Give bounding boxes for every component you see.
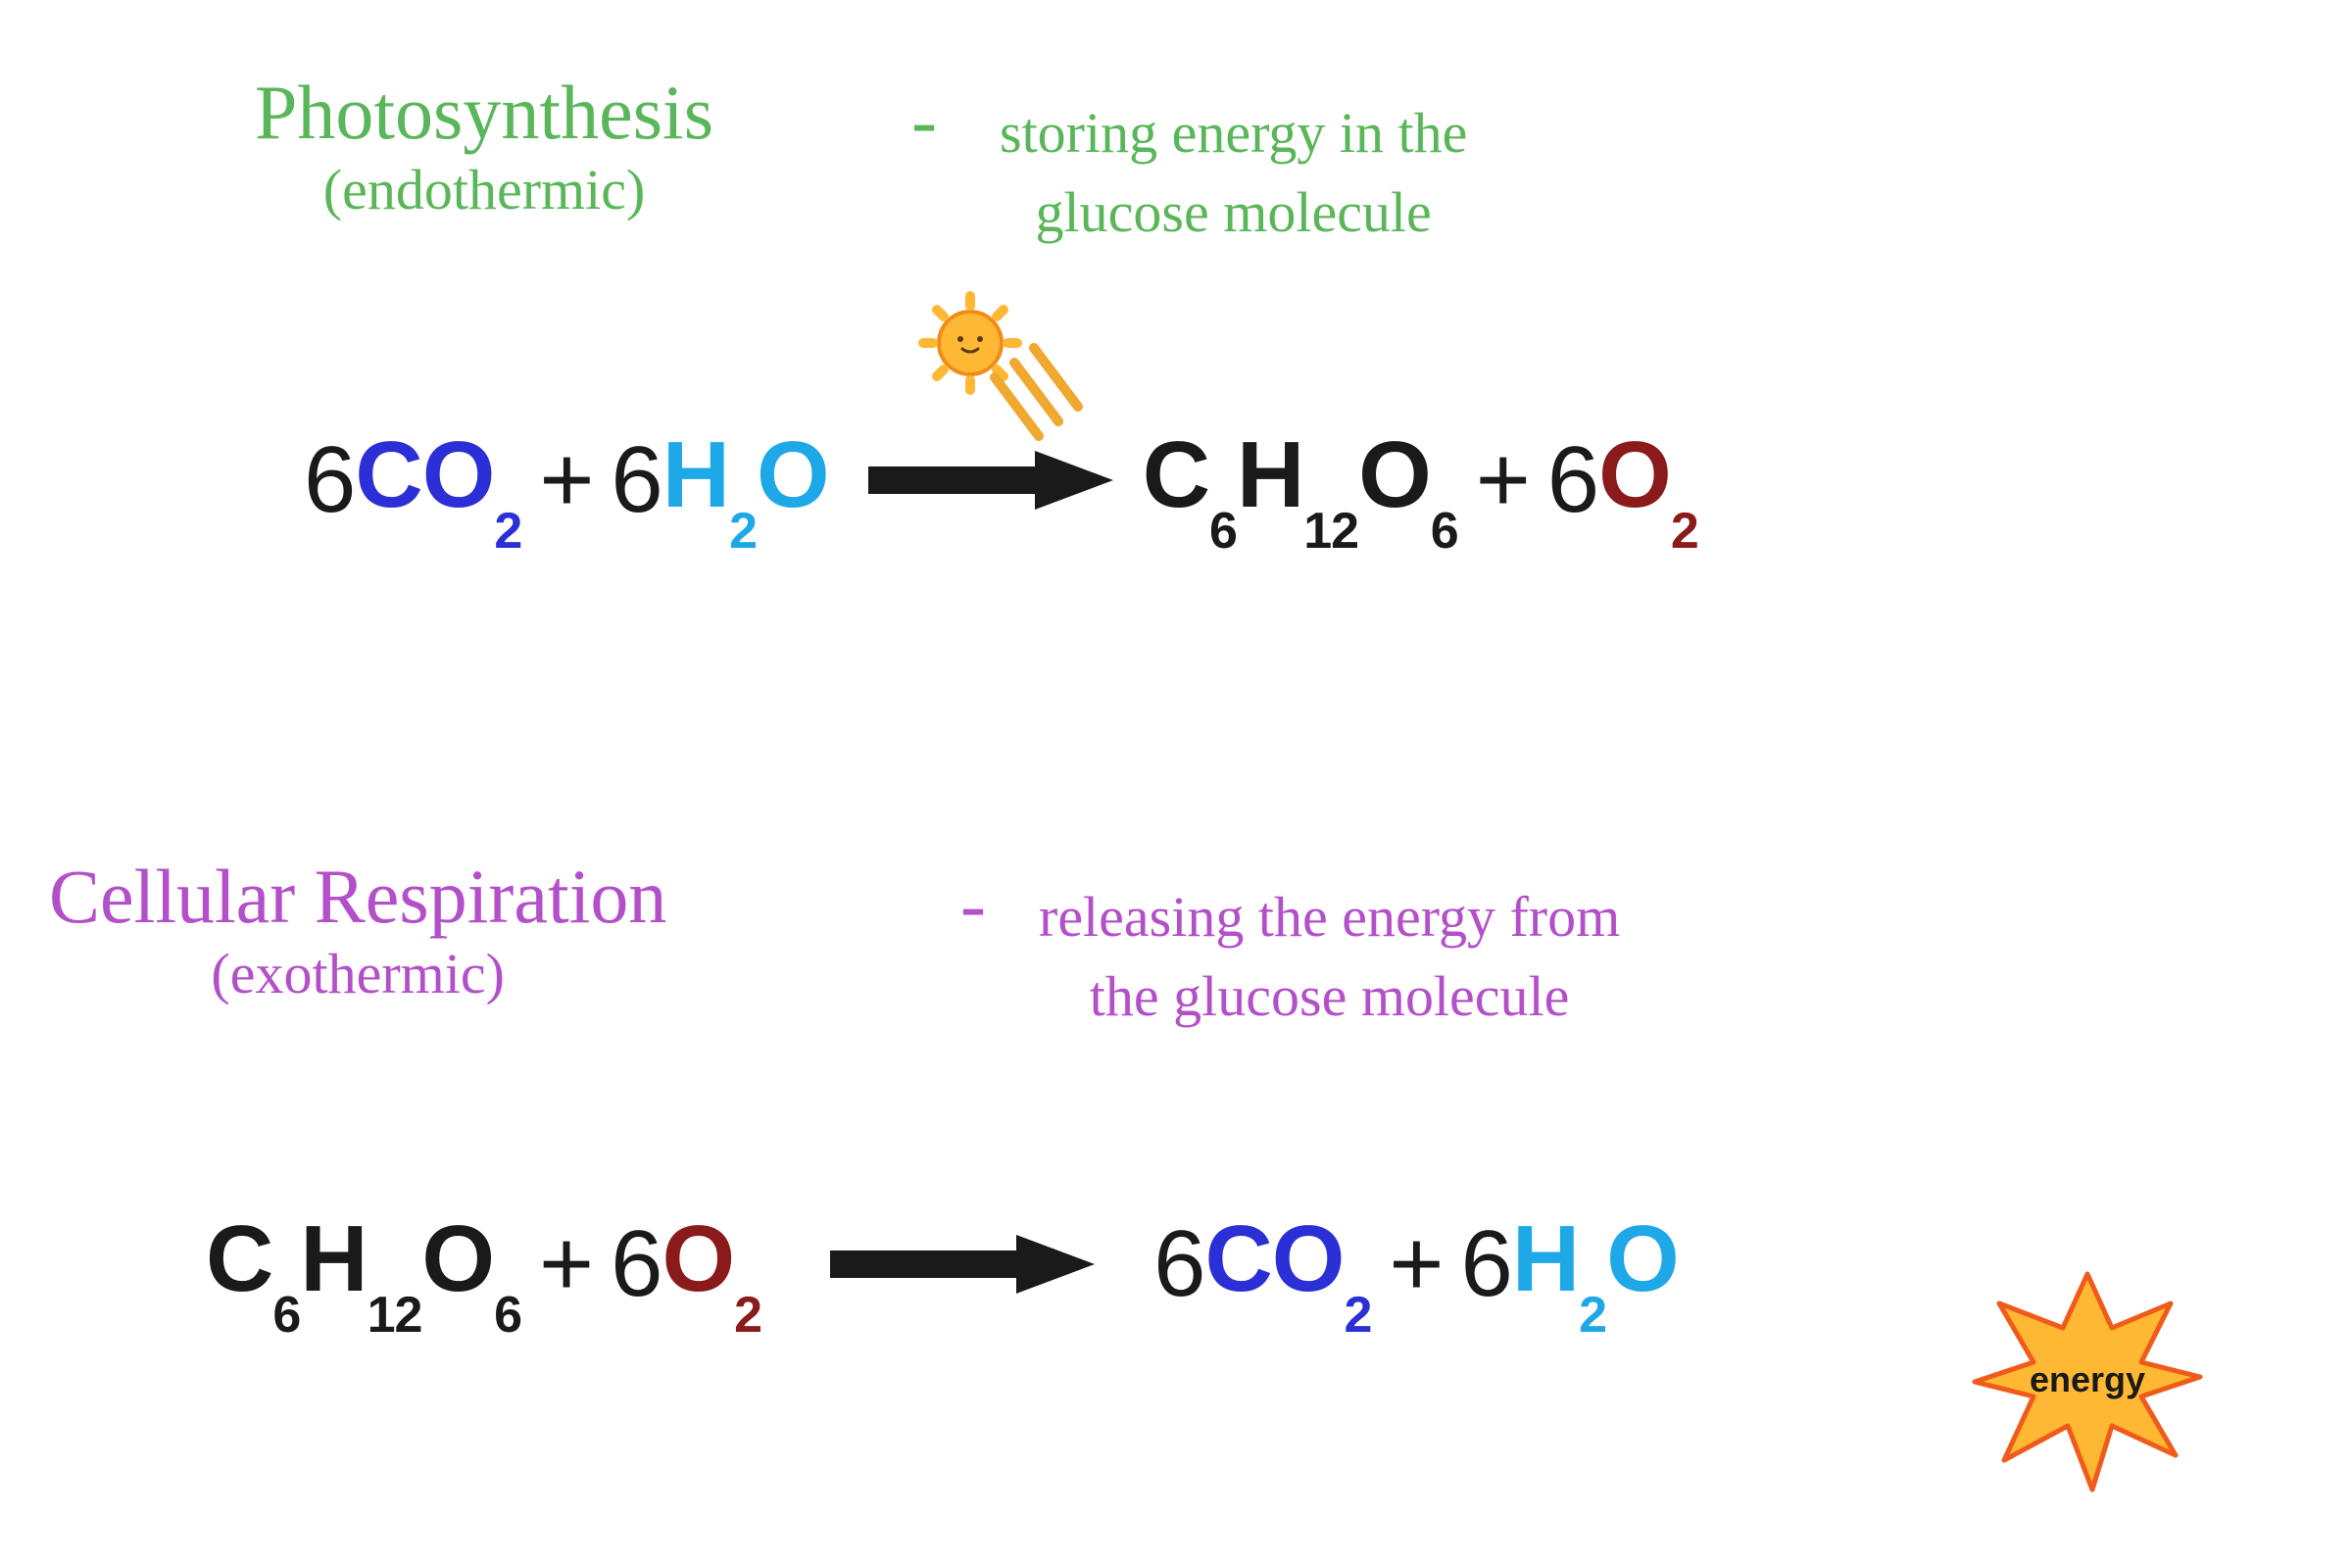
resp-co2: CO2: [1204, 1205, 1371, 1323]
photo-coef-6h2o: 6: [611, 426, 662, 534]
resp-desc-block: releasing the energy from the glucose mo…: [1039, 877, 1620, 1036]
resp-desc-line1: releasing the energy from: [1039, 877, 1620, 956]
photo-desc-line2: glucose molecule: [1000, 172, 1467, 252]
plus-icon: +: [539, 426, 593, 534]
photo-o2: O2: [1598, 421, 1698, 539]
energy-label: energy: [2030, 1359, 2145, 1399]
photo-title: Photosynthesis: [255, 69, 713, 157]
arrow-icon: [820, 1225, 1095, 1303]
resp-h2o: H2O: [1512, 1205, 1679, 1323]
plus-icon: +: [539, 1210, 593, 1318]
photo-co2: CO2: [355, 421, 521, 539]
resp-desc-line2: the glucose molecule: [1039, 956, 1620, 1036]
plus-icon: +: [1389, 1210, 1443, 1318]
photo-h2o: H2O: [662, 421, 829, 539]
plus-icon: +: [1476, 426, 1530, 534]
resp-equation: C6H12O6 + 6 O2 6 CO2 + 6 H2O: [206, 1205, 1679, 1323]
photo-subtitle: (endothermic): [255, 157, 713, 222]
energy-burst-icon: energy: [1970, 1264, 2205, 1504]
photo-equation: 6 CO2 + 6 H2O C6H12O6 + 6 O2: [304, 421, 1698, 539]
resp-title-block: Cellular Respiration (exothermic): [49, 853, 666, 1006]
resp-coef-6h2o: 6: [1460, 1210, 1511, 1318]
photo-glucose: C6H12O6: [1143, 421, 1458, 539]
resp-glucose: C6H12O6: [206, 1205, 521, 1323]
resp-subtitle: (exothermic): [49, 941, 666, 1006]
arrow-icon: [858, 441, 1113, 519]
resp-coef-6o2: 6: [611, 1210, 662, 1318]
photo-desc-block: storing energy in the glucose molecule: [1000, 93, 1467, 252]
photo-desc-line1: storing energy in the: [1000, 93, 1467, 172]
photo-title-block: Photosynthesis (endothermic): [255, 69, 713, 222]
photo-coef-6co2: 6: [304, 426, 355, 534]
resp-title: Cellular Respiration: [49, 853, 666, 941]
photo-dash: -: [911, 76, 937, 165]
resp-dash: -: [960, 860, 986, 949]
resp-o2: O2: [662, 1205, 761, 1323]
resp-coef-6co2: 6: [1153, 1210, 1204, 1318]
photo-coef-6o2: 6: [1547, 426, 1598, 534]
